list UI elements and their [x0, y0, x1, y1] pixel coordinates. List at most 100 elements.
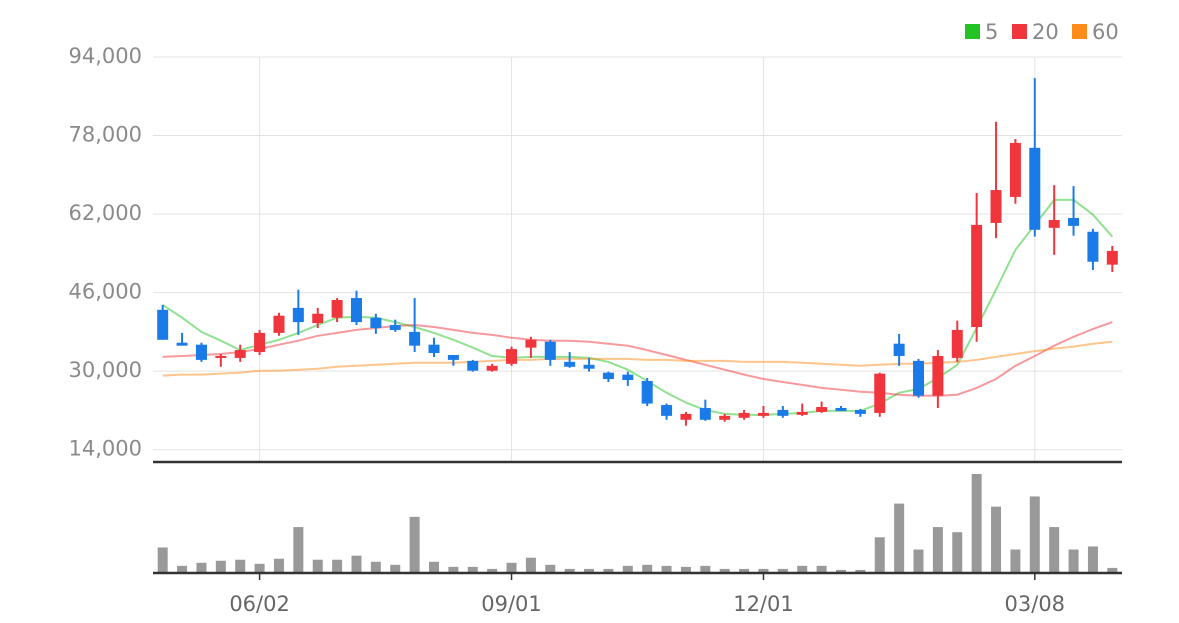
candle-body [234, 350, 246, 358]
candle-body [661, 405, 673, 416]
volume-bar [1107, 567, 1118, 573]
candle-body [409, 331, 421, 346]
volume-bar [215, 560, 226, 573]
candle-body [583, 364, 595, 369]
x-tick-label: 06/02 [229, 592, 290, 616]
candle-body [506, 349, 518, 364]
y-tick-label: 46,000 [69, 280, 142, 304]
volume-bar [1087, 546, 1098, 573]
volume-bar [487, 568, 498, 573]
volume-bar [564, 568, 575, 573]
candle-body [292, 307, 304, 323]
volume-bar [273, 558, 284, 573]
candle-body [254, 332, 266, 353]
legend-label: 20 [1032, 20, 1059, 44]
volume-bar [1049, 527, 1060, 573]
candle-body [913, 360, 925, 396]
volume-bar [1010, 549, 1021, 573]
candle-body [1068, 218, 1080, 226]
volume-bar [777, 568, 788, 573]
volume-bar [932, 527, 943, 573]
candle-body [680, 413, 692, 420]
candle-body [757, 412, 769, 416]
volume-bar [835, 569, 846, 573]
candle-body [951, 329, 963, 358]
legend-swatch [1012, 24, 1027, 39]
candle-body [602, 372, 614, 380]
candle-body [1106, 250, 1118, 265]
volume-bar [390, 564, 401, 573]
volume-bar [351, 555, 362, 573]
volume-bar [991, 506, 1002, 573]
volume-bar [758, 568, 769, 573]
volume-bar [816, 565, 827, 573]
volume-bar [157, 547, 168, 573]
volume-bar [797, 565, 808, 573]
volume-bar [370, 561, 381, 573]
volume-bar [622, 565, 633, 573]
candle-body [389, 325, 401, 330]
volume-bar [739, 568, 750, 573]
candle-body [447, 354, 459, 360]
candle-body [1009, 142, 1021, 197]
candle-body [971, 224, 983, 327]
candle-body [854, 409, 866, 414]
candle-body [544, 341, 556, 360]
y-tick-label: 78,000 [69, 123, 142, 147]
volume-bar [293, 527, 304, 573]
volume-bar [913, 549, 924, 573]
moving-average-line [162, 321, 1113, 397]
volume-bar [603, 568, 614, 573]
volume-bar [177, 565, 188, 573]
y-tick-label: 62,000 [69, 201, 142, 225]
candle-body [874, 373, 886, 413]
volume-bar [971, 474, 982, 573]
candle-body [719, 415, 731, 420]
volume-bar [584, 568, 595, 573]
volume-bar [700, 565, 711, 573]
candle-body [1048, 219, 1060, 228]
candle-body [932, 355, 944, 396]
moving-average-line [162, 340, 1113, 377]
candle-body [990, 190, 1002, 223]
candle-body [486, 365, 498, 371]
volume-bar [894, 503, 905, 573]
candle-body [331, 300, 343, 318]
legend-label: 5 [985, 20, 998, 44]
y-tick-label: 94,000 [69, 44, 142, 68]
candle-body [195, 344, 207, 360]
candle-body [215, 355, 227, 358]
candle-body [777, 409, 789, 416]
volume-bar [952, 532, 963, 573]
candle-body [525, 339, 537, 348]
volume-bar [680, 566, 691, 573]
candle-body [835, 408, 847, 411]
volume-bar [506, 562, 517, 573]
candle-body [622, 374, 634, 381]
volume-bar [855, 569, 866, 573]
moving-average-line [162, 198, 1114, 416]
volume-bar [874, 537, 885, 573]
candle-body [893, 343, 905, 356]
y-tick-label: 30,000 [69, 358, 142, 382]
volume-bar [545, 564, 556, 573]
volume-bar [429, 561, 440, 573]
volume-bar [1029, 496, 1040, 573]
volume-bar [467, 566, 478, 573]
candle-body [428, 344, 440, 354]
legend-label: 60 [1092, 20, 1119, 44]
volume-bar [332, 559, 343, 573]
candle-body [796, 411, 808, 415]
candle-body [699, 408, 711, 420]
candle-body [641, 381, 653, 404]
x-tick-label: 12/01 [733, 592, 794, 616]
candle-body [312, 313, 324, 324]
legend-swatch [965, 24, 980, 39]
volume-bar [719, 568, 730, 573]
candle-body [564, 361, 576, 367]
x-tick-label: 09/01 [481, 592, 542, 616]
x-tick-label: 03/08 [1005, 592, 1066, 616]
volume-bar [1068, 549, 1079, 573]
candle-body [1029, 147, 1041, 230]
